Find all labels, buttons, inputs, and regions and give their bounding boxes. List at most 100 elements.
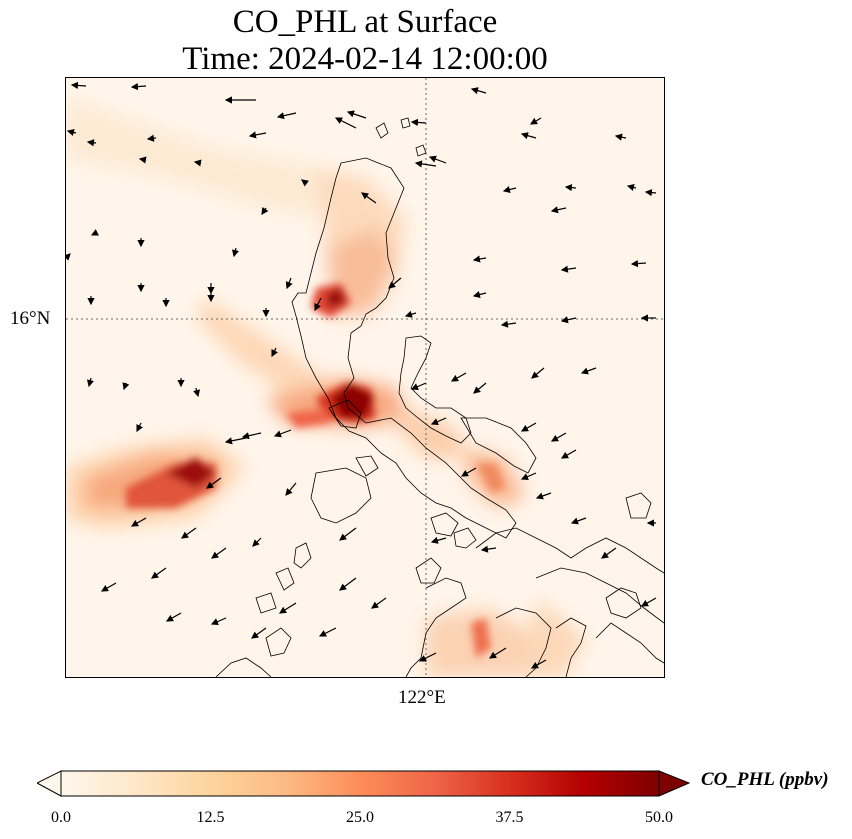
wind-arrow xyxy=(206,477,222,489)
wind-arrow xyxy=(430,536,447,544)
wind-arrow xyxy=(560,265,577,273)
wind-arrow xyxy=(626,183,637,191)
wind-arrow xyxy=(371,597,387,609)
wind-arrow xyxy=(644,189,657,197)
wind-arrow xyxy=(428,155,447,164)
wind-arrow xyxy=(414,160,437,168)
wind-arrow xyxy=(560,449,577,459)
co-concentration-field xyxy=(66,98,586,677)
wind-arrow xyxy=(90,229,99,236)
wind-arrow xyxy=(136,422,143,433)
wind-arrow xyxy=(560,316,577,324)
wind-arrow xyxy=(410,382,427,390)
wind-arrow xyxy=(231,247,239,258)
wind-arrow xyxy=(339,577,357,591)
wind-arrow xyxy=(640,597,657,607)
wind-arrow xyxy=(193,387,201,398)
colorbar-tick-label: 37.5 xyxy=(495,809,524,826)
wind-arrow xyxy=(211,547,227,559)
wind-arrow xyxy=(261,207,269,215)
wind-arrow xyxy=(630,259,647,268)
colorbar-tick-label: 25.0 xyxy=(346,809,374,826)
colorbar-gradient xyxy=(60,770,660,797)
wind-arrow xyxy=(531,367,545,379)
wind-arrow xyxy=(550,432,567,442)
longitude-tick-label: 122°E xyxy=(398,687,446,708)
wind-arrow xyxy=(472,255,487,263)
wind-arrow xyxy=(276,112,297,120)
wind-arrow xyxy=(130,82,147,91)
coastline xyxy=(215,117,664,677)
colorbar xyxy=(37,770,691,797)
wind-arrow xyxy=(520,472,537,480)
wind-arrow xyxy=(301,179,309,187)
wind-arrow xyxy=(530,659,547,669)
wind-arrow xyxy=(614,133,627,141)
wind-arrow xyxy=(165,612,182,622)
wind-arrow xyxy=(86,139,97,147)
colorbar-tick-label: 12.5 xyxy=(196,809,225,826)
wind-arrow xyxy=(241,432,262,440)
wind-arrow xyxy=(470,87,487,95)
wind-arrow xyxy=(210,617,227,625)
wind-arrow xyxy=(570,517,587,525)
wind-arrow xyxy=(251,627,267,639)
wind-arrow xyxy=(334,117,357,129)
wind-arrow xyxy=(248,131,267,139)
wind-arrow xyxy=(473,382,487,394)
wind-arrow xyxy=(130,517,147,527)
wind-arrow xyxy=(346,110,367,119)
wind-arrow xyxy=(66,128,77,136)
wind-arrow xyxy=(193,159,202,167)
wind-arrow xyxy=(564,184,577,192)
wind-arrow xyxy=(100,582,117,592)
colorbar-tick-label: 0.0 xyxy=(51,809,71,826)
colorbar-min-extend xyxy=(37,770,62,797)
wind-arrow xyxy=(339,527,357,541)
wind-arrow xyxy=(520,422,537,432)
wind-arrow xyxy=(550,206,567,214)
colorbar-tick-label: 50.0 xyxy=(645,809,673,826)
wind-arrow xyxy=(520,132,537,140)
wind-arrow xyxy=(138,156,147,164)
wind-arrow xyxy=(388,277,402,289)
wind-arrow xyxy=(70,81,87,90)
wind-arrow xyxy=(450,372,467,382)
wind-arrow xyxy=(122,382,130,391)
wind-arrow xyxy=(278,602,297,614)
wind-arrow xyxy=(502,186,517,194)
wind-arrow xyxy=(252,537,262,547)
wind-arrow xyxy=(271,347,278,358)
wind-arrow xyxy=(601,547,617,559)
wind-arrow xyxy=(285,277,293,290)
wind-arrow xyxy=(361,192,377,204)
wind-arrow xyxy=(430,417,447,425)
wind-arrow xyxy=(404,310,417,318)
wind-arrow xyxy=(273,429,292,438)
map-subtitle-time: Time: 2024-02-14 12:00:00 xyxy=(182,41,548,77)
map-panel xyxy=(65,77,665,678)
wind-arrow xyxy=(500,320,517,328)
wind-arrow xyxy=(181,527,197,539)
wind-arrow xyxy=(66,253,71,261)
wind-arrow xyxy=(410,118,427,127)
wind-arrow xyxy=(314,297,322,312)
wind-arrow xyxy=(480,545,497,553)
colorbar-label: CO_PHL (ppbv) xyxy=(701,769,829,790)
map-canvas xyxy=(66,78,664,677)
wind-arrow xyxy=(318,627,337,637)
wind-arrow xyxy=(418,652,437,662)
colorbar-max-extend xyxy=(658,770,691,797)
wind-arrow xyxy=(151,567,167,579)
wind-arrow xyxy=(285,482,297,496)
wind-arrow xyxy=(535,492,552,500)
wind-arrow xyxy=(460,467,477,477)
wind-arrow xyxy=(529,117,542,125)
wind-arrow xyxy=(86,377,94,388)
wind-arrow xyxy=(472,291,487,299)
wind-arrow xyxy=(580,367,597,375)
map-title: CO_PHL at Surface xyxy=(232,4,498,40)
wind-arrow xyxy=(488,647,507,659)
wind-vector-field xyxy=(66,81,657,669)
wind-arrow xyxy=(146,134,157,142)
